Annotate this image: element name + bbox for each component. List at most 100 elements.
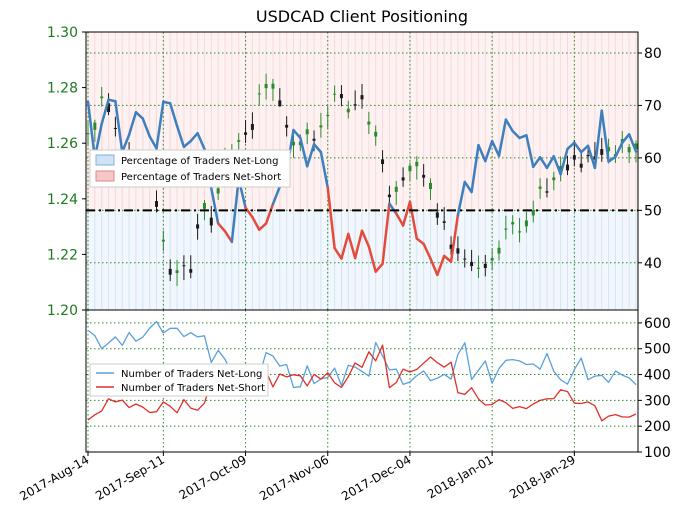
percent-line-segment	[353, 229, 364, 260]
candle-body	[374, 131, 378, 137]
candle-body	[209, 217, 213, 226]
candle-body	[196, 224, 200, 229]
percent-line-segment	[319, 150, 329, 190]
candle-body	[244, 132, 248, 135]
percent-line-segment	[292, 128, 302, 140]
right-axis-tick-label: 80	[644, 46, 662, 62]
percent-line-segment	[552, 155, 562, 176]
candle-body	[572, 155, 576, 160]
percent-line-segment	[415, 237, 425, 246]
percent-line-segment	[579, 144, 590, 154]
lower-plot-frame	[85, 309, 639, 453]
x-axis-tick-label: 2017-Sep-11	[93, 452, 167, 503]
percent-line-segment	[326, 186, 336, 250]
right-axis-tick-label: 50	[644, 203, 662, 219]
candle-body	[182, 265, 186, 267]
percent-line-segment	[600, 109, 610, 163]
percent-line-segment	[121, 133, 131, 154]
candle-body	[161, 239, 165, 242]
percent-line-segment	[258, 222, 268, 231]
percent-line-segment	[436, 254, 446, 277]
percent-line-segment	[532, 156, 542, 169]
candle-body	[360, 95, 364, 100]
net-long-count-line	[87, 320, 637, 389]
candle-body	[168, 268, 172, 275]
candle-body	[490, 258, 494, 261]
legend-long-swatch	[95, 154, 115, 166]
candle-body	[435, 212, 439, 218]
percent-line-segment	[230, 177, 240, 244]
percent-line-segment	[155, 100, 165, 150]
percent-line-segment	[223, 230, 234, 244]
percent-line-segment	[312, 142, 323, 154]
percent-line-segment	[388, 202, 398, 215]
candle-body	[524, 220, 528, 227]
candle-body	[285, 124, 289, 128]
percent-line-segment	[360, 229, 371, 248]
lower-right-axis-tick-label: 200	[644, 419, 671, 435]
lower-legend: Number of Traders Net-Long Number of Tra…	[89, 363, 269, 397]
candle-body	[470, 261, 474, 267]
candle-body	[456, 248, 460, 254]
candle-body	[538, 186, 542, 189]
right-axis-tick-label: 60	[644, 151, 662, 167]
percent-line-segment	[148, 135, 158, 150]
percent-line-segment	[511, 129, 521, 140]
left-axis-tick-label: 1.22	[47, 247, 78, 263]
candle-body	[202, 202, 206, 209]
percent-line-segment	[395, 212, 405, 227]
percent-line-segment	[367, 245, 377, 273]
percent-line-segment	[100, 98, 110, 126]
right-axis-tick-label: 40	[644, 256, 662, 272]
left-axis-tick-label: 1.24	[47, 192, 78, 208]
percent-line-segment	[442, 254, 453, 263]
candle-body	[394, 186, 398, 192]
percent-line-segment	[573, 141, 583, 154]
candle-body	[278, 100, 282, 107]
percent-line-segment	[216, 222, 227, 233]
percent-line-segment	[86, 100, 97, 160]
percent-line-segment	[264, 202, 275, 225]
candle-body	[107, 103, 111, 113]
candle-body	[559, 165, 563, 171]
percent-line-segment	[196, 131, 206, 151]
percent-line-segment	[621, 133, 631, 144]
candle-body	[531, 210, 535, 216]
percent-line-segment	[463, 180, 473, 194]
percent-line-segment	[449, 213, 460, 263]
percent-line-segment	[210, 187, 220, 225]
percent-line-segment	[168, 102, 179, 128]
candle-body	[511, 222, 515, 225]
candle-body	[504, 228, 508, 230]
candle-body	[586, 154, 590, 157]
percent-line-segment	[586, 144, 597, 170]
percent-line-segment	[182, 139, 192, 149]
left-axis-tick-label: 1.28	[47, 81, 78, 97]
x-axis-tick-label: 2017-Oct-09	[177, 452, 249, 502]
candle-body	[312, 138, 316, 141]
percent-line-segment	[538, 156, 549, 170]
candle-body	[353, 104, 357, 106]
left-axis-tick-label: 1.20	[47, 303, 78, 319]
candle-body	[627, 147, 631, 153]
x-axis-tick-label: 2018-Jan-29	[507, 452, 578, 501]
percent-line-segment	[614, 141, 624, 159]
candle-body	[93, 122, 97, 130]
candle-body	[408, 165, 412, 172]
percent-line-segment	[141, 117, 151, 138]
candle-body	[497, 247, 501, 254]
candle-body	[346, 108, 350, 113]
candle-body	[333, 93, 337, 95]
candle-body	[600, 149, 604, 155]
candle-body	[545, 191, 549, 193]
percent-line-segment	[114, 99, 124, 154]
candle-body	[264, 83, 268, 89]
right-axis-tick-label: 70	[644, 98, 662, 114]
percent-line-segment	[627, 133, 638, 153]
candle-body	[113, 127, 117, 130]
percent-line-segment	[189, 131, 199, 143]
legend-netlong-label: Number of Traders Net-Long	[121, 369, 262, 380]
percent-line-segment	[559, 147, 569, 176]
x-axis-tick-label: 2018-Jan-01	[425, 452, 496, 501]
lower-right-axis-tick-label: 300	[644, 393, 671, 409]
